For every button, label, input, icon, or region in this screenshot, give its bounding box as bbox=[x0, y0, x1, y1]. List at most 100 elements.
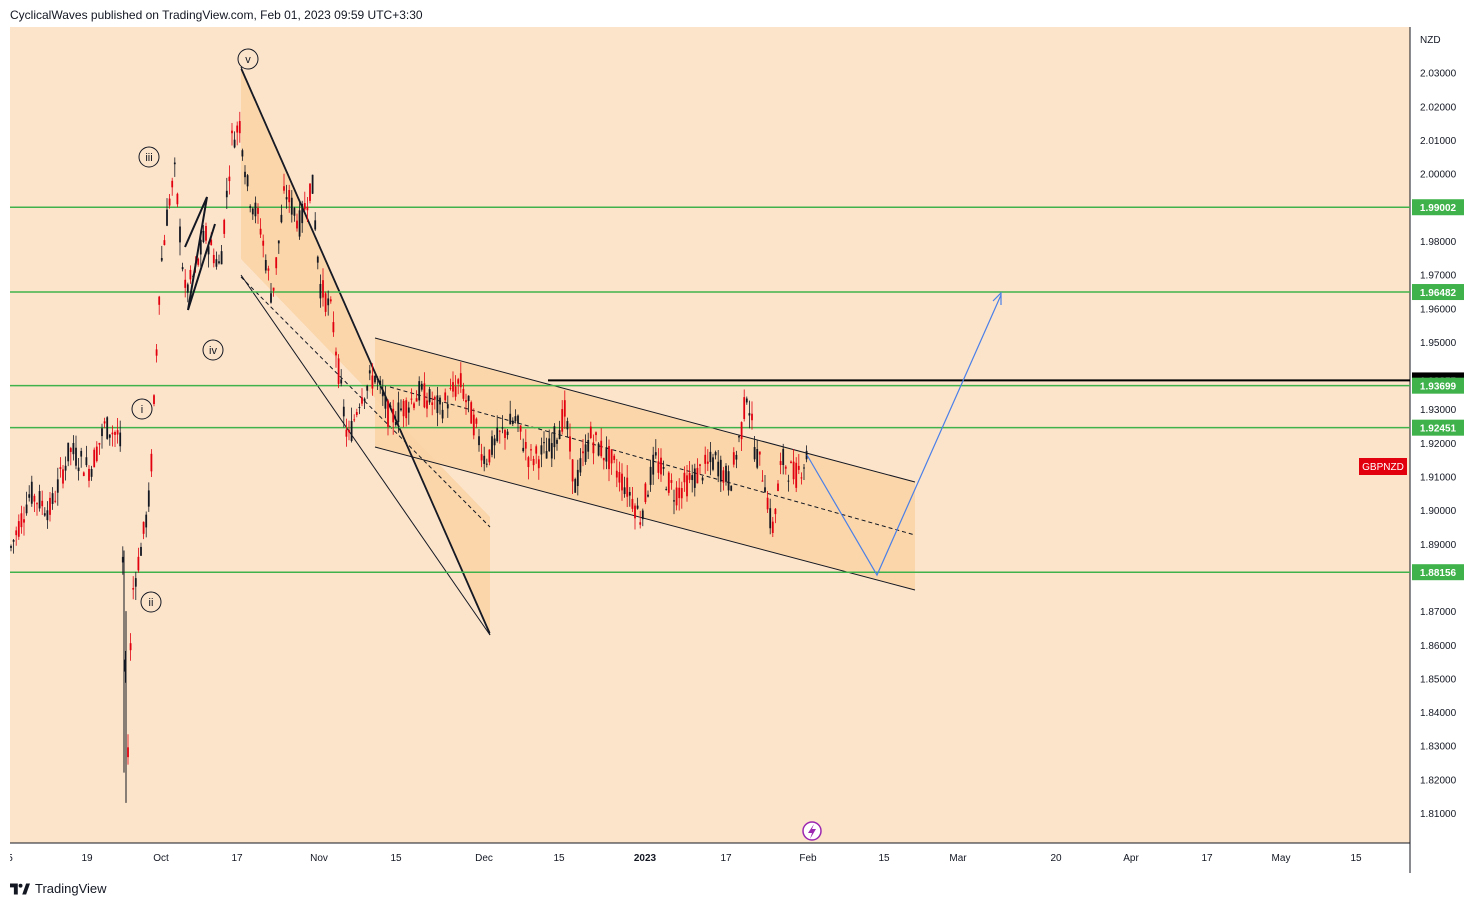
candle bbox=[602, 457, 605, 470]
candle bbox=[795, 457, 798, 493]
wave-label[interactable]: ii bbox=[140, 591, 162, 613]
channel-upper-line[interactable] bbox=[240, 66, 491, 634]
candle bbox=[103, 417, 106, 429]
candle bbox=[410, 388, 413, 405]
price-level-tag: 1.93699 bbox=[1412, 377, 1464, 394]
lightning-icon[interactable] bbox=[802, 821, 822, 841]
candle bbox=[36, 502, 38, 516]
candle bbox=[514, 409, 517, 424]
price-level-label: 1.88156 bbox=[1420, 568, 1457, 579]
candle bbox=[220, 244, 223, 265]
wedge-pattern[interactable] bbox=[184, 196, 216, 311]
candle bbox=[771, 516, 774, 538]
candle bbox=[670, 473, 673, 490]
candle bbox=[298, 201, 301, 240]
candle bbox=[639, 510, 642, 529]
candle bbox=[290, 190, 293, 223]
candle bbox=[524, 429, 527, 461]
channel-lower-line[interactable] bbox=[240, 274, 491, 636]
candle bbox=[238, 111, 241, 143]
candle bbox=[332, 311, 335, 337]
candle bbox=[660, 448, 662, 482]
channel-line[interactable] bbox=[374, 337, 916, 483]
candle bbox=[101, 423, 103, 449]
candle bbox=[782, 443, 785, 475]
candle bbox=[181, 262, 184, 272]
channel-line[interactable] bbox=[240, 276, 491, 528]
candle bbox=[111, 425, 114, 447]
candle bbox=[608, 439, 610, 482]
candle bbox=[751, 401, 753, 430]
candle bbox=[605, 436, 608, 470]
projection-path[interactable] bbox=[806, 294, 1002, 577]
footer-brand: TradingView bbox=[35, 881, 107, 896]
candle bbox=[595, 431, 597, 442]
x-tick-label: 17 bbox=[231, 853, 243, 864]
candle bbox=[98, 442, 101, 455]
candle bbox=[589, 421, 592, 440]
wave-label[interactable]: iii bbox=[138, 146, 160, 168]
candle bbox=[501, 415, 504, 434]
candle bbox=[717, 449, 720, 483]
candle bbox=[400, 399, 402, 412]
candle bbox=[303, 191, 306, 211]
candle bbox=[527, 455, 530, 480]
candle bbox=[563, 390, 566, 429]
candle bbox=[597, 442, 600, 457]
candle bbox=[381, 379, 384, 406]
y-tick-label: 2.00000 bbox=[1420, 170, 1457, 181]
candle bbox=[691, 464, 694, 493]
candle bbox=[236, 121, 239, 146]
candle bbox=[322, 268, 324, 307]
candle bbox=[25, 491, 28, 516]
candle bbox=[233, 131, 236, 149]
chart-frame[interactable]: i ii iii iv v 2.03000 2.02000 2.01000 2.00000 1.… bbox=[7, 27, 1468, 873]
candle bbox=[470, 400, 473, 424]
candle bbox=[537, 455, 540, 480]
wave-label[interactable]: i bbox=[131, 398, 153, 420]
candle bbox=[77, 458, 80, 481]
candle bbox=[340, 369, 343, 387]
candle bbox=[675, 481, 678, 511]
candle bbox=[436, 386, 439, 427]
wave-label[interactable]: v bbox=[237, 48, 259, 70]
candle bbox=[613, 453, 616, 464]
x-tick-label: Apr bbox=[1123, 853, 1139, 864]
candle bbox=[519, 425, 522, 440]
candle bbox=[457, 377, 460, 395]
candle bbox=[587, 432, 590, 460]
candle bbox=[335, 347, 337, 368]
candle bbox=[730, 485, 733, 492]
candle bbox=[584, 434, 587, 465]
candle bbox=[618, 461, 621, 492]
channel-line[interactable] bbox=[240, 68, 491, 636]
candle bbox=[275, 256, 278, 275]
candle bbox=[12, 539, 15, 554]
wave-label[interactable]: iv bbox=[202, 339, 224, 361]
candle bbox=[153, 394, 155, 407]
y-tick-label: 1.84000 bbox=[1420, 708, 1457, 719]
candle bbox=[407, 401, 410, 425]
candle bbox=[376, 376, 379, 391]
candle bbox=[262, 234, 265, 258]
footer: TradingView bbox=[10, 881, 107, 896]
candle bbox=[28, 485, 31, 502]
candle bbox=[43, 507, 46, 517]
candle bbox=[56, 467, 59, 506]
candle bbox=[319, 274, 322, 308]
candle bbox=[69, 446, 72, 466]
channel-line[interactable] bbox=[374, 446, 916, 591]
x-tick-label: Mar bbox=[949, 853, 967, 864]
candle bbox=[415, 390, 418, 402]
candle bbox=[761, 470, 764, 482]
candle bbox=[444, 388, 447, 403]
y-tick-label: 1.85000 bbox=[1420, 674, 1457, 685]
candle bbox=[706, 449, 709, 472]
candle bbox=[272, 287, 275, 297]
candle bbox=[449, 378, 452, 391]
candle bbox=[23, 506, 25, 536]
y-tick-label: 1.90000 bbox=[1420, 506, 1457, 517]
tradingview-logo-icon bbox=[10, 882, 30, 895]
candle bbox=[254, 196, 257, 224]
